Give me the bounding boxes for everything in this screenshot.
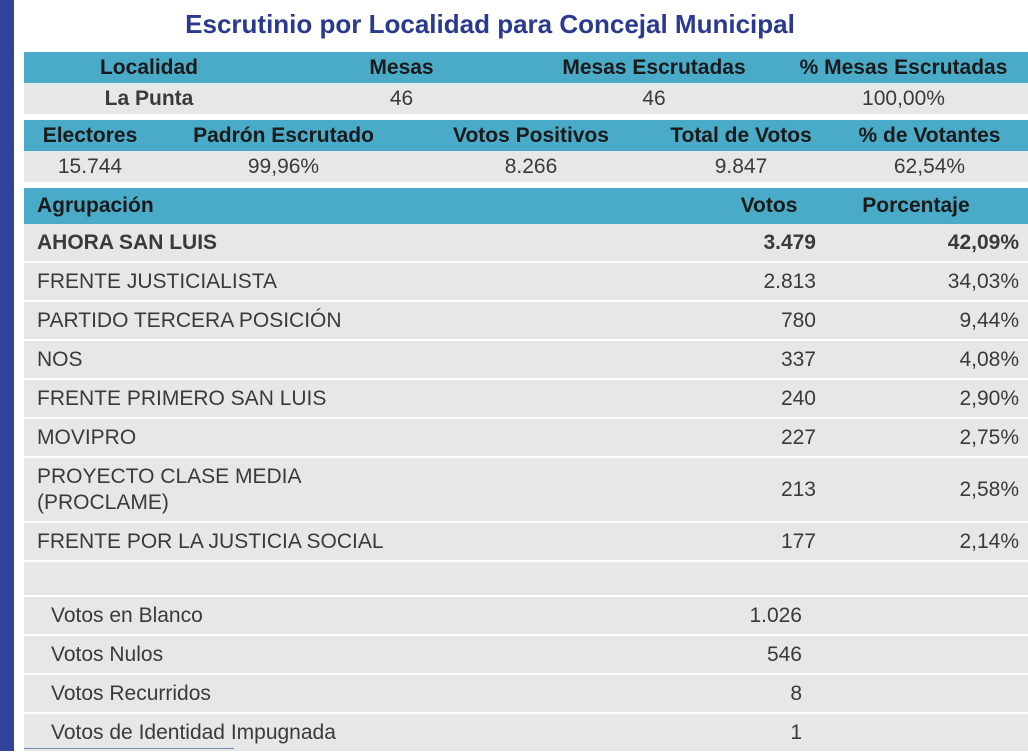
header-total-de-votos: Total de Votos — [670, 123, 812, 147]
pct-de-votantes-value: 62,54% — [893, 154, 966, 178]
bottom-divider — [24, 748, 234, 750]
summary-votes: 8 — [790, 681, 802, 705]
summary-votes: 546 — [766, 642, 802, 666]
table-row: MOVIPRO 227 2,75% — [24, 419, 1028, 458]
table-row: PARTIDO TERCERA POSICIÓN 780 9,44% — [24, 302, 1028, 341]
localidad-header-row: Localidad Mesas Mesas Escrutadas % Mesas… — [24, 52, 1028, 83]
electores-header-row: Electores Padrón Escrutado Votos Positiv… — [24, 120, 1028, 151]
party-name: FRENTE PRIMERO SAN LUIS — [37, 386, 327, 410]
header-padron-escrutado: Padrón Escrutado — [193, 123, 374, 147]
votos-positivos-value: 8.266 — [504, 154, 558, 178]
localidad-value: La Punta — [104, 86, 194, 110]
localidad-data-row: La Punta 46 46 100,00% — [24, 83, 1028, 114]
total-de-votos-value: 9.847 — [714, 154, 768, 178]
padron-escrutado-value: 99,96% — [247, 154, 320, 178]
party-percentage: 2,75% — [959, 425, 1019, 449]
results-header-row: Agrupación Votos Porcentaje — [24, 188, 1028, 224]
party-votes: 2.813 — [763, 269, 816, 293]
header-mesas: Mesas — [369, 55, 434, 79]
party-percentage: 2,14% — [959, 529, 1019, 553]
table-row: FRENTE PRIMERO SAN LUIS 240 2,90% — [24, 380, 1028, 419]
party-votes: 227 — [780, 425, 816, 449]
table-row: NOS 337 4,08% — [24, 341, 1028, 380]
party-votes: 213 — [780, 477, 816, 501]
party-name: NOS — [37, 347, 83, 371]
summary-row: Votos en Blanco 1.026 — [24, 597, 1028, 636]
header-votos-positivos: Votos Positivos — [453, 123, 609, 147]
header-mesas-escrutadas: Mesas Escrutadas — [562, 55, 746, 79]
table-row: PROYECTO CLASE MEDIA (PROCLAME) 213 2,58… — [24, 458, 1028, 523]
party-percentage: 4,08% — [959, 347, 1019, 371]
summary-label: Votos de Identidad Impugnada — [51, 720, 336, 744]
header-pct-mesas-escrutadas: % Mesas Escrutadas — [799, 55, 1008, 79]
header-agrupacion: Agrupación — [37, 194, 154, 217]
party-name-line-2: (PROCLAME) — [37, 490, 169, 514]
table-row: FRENTE JUSTICIALISTA 2.813 34,03% — [24, 263, 1028, 302]
summary-row: Votos Nulos 546 — [24, 636, 1028, 675]
summary-row: Votos de Identidad Impugnada 1 — [24, 714, 1028, 753]
summary-label: Votos Nulos — [51, 642, 164, 666]
header-pct-de-votantes: % de Votantes — [858, 123, 1001, 147]
summary-label: Votos Recurridos — [51, 681, 211, 705]
party-name: MOVIPRO — [37, 425, 137, 449]
header-votos: Votos — [740, 194, 798, 217]
party-percentage: 2,90% — [959, 386, 1019, 410]
mesas-escrutadas-value: 46 — [642, 86, 666, 110]
party-name-line-1: PROYECTO CLASE MEDIA — [37, 464, 302, 488]
header-electores: Electores — [42, 123, 138, 147]
header-localidad: Localidad — [99, 55, 199, 79]
summary-votes: 1.026 — [749, 603, 802, 627]
table-row: AHORA SAN LUIS 3.479 42,09% — [24, 224, 1028, 263]
electores-data-row: 15.744 99,96% 8.266 9.847 62,54% — [24, 151, 1028, 182]
party-name: FRENTE JUSTICIALISTA — [37, 269, 277, 293]
party-percentage: 34,03% — [947, 269, 1019, 293]
header-porcentaje: Porcentaje — [862, 194, 970, 217]
table-row: FRENTE POR LA JUSTICIA SOCIAL 177 2,14% — [24, 523, 1028, 562]
party-name: PROYECTO CLASE MEDIA (PROCLAME) — [24, 464, 704, 516]
party-name: AHORA SAN LUIS — [37, 230, 218, 254]
party-votes: 3.479 — [763, 230, 816, 254]
spacer — [24, 114, 1028, 120]
summary-row: Votos Recurridos 8 — [24, 675, 1028, 714]
party-votes: 240 — [780, 386, 816, 410]
summary-votes: 1 — [790, 720, 802, 744]
party-percentage: 9,44% — [959, 308, 1019, 332]
party-percentage: 42,09% — [947, 230, 1019, 254]
pct-mesas-escrutadas-value: 100,00% — [862, 86, 945, 110]
party-name: FRENTE POR LA JUSTICIA SOCIAL — [37, 529, 384, 553]
spacer — [24, 182, 1028, 188]
summary-label: Votos en Blanco — [51, 603, 203, 627]
party-name: PARTIDO TERCERA POSICIÓN — [37, 308, 342, 332]
party-percentage: 2,58% — [959, 477, 1019, 501]
empty-separator-row — [24, 562, 1028, 597]
party-votes: 177 — [780, 529, 816, 553]
party-votes: 780 — [780, 308, 816, 332]
party-votes: 337 — [780, 347, 816, 371]
electores-value: 15.744 — [57, 154, 123, 178]
page-title: Escrutinio por Localidad para Concejal M… — [185, 9, 795, 39]
left-side-bar — [0, 0, 14, 751]
mesas-value: 46 — [389, 86, 414, 110]
results-content: Localidad Mesas Mesas Escrutadas % Mesas… — [24, 52, 1028, 753]
